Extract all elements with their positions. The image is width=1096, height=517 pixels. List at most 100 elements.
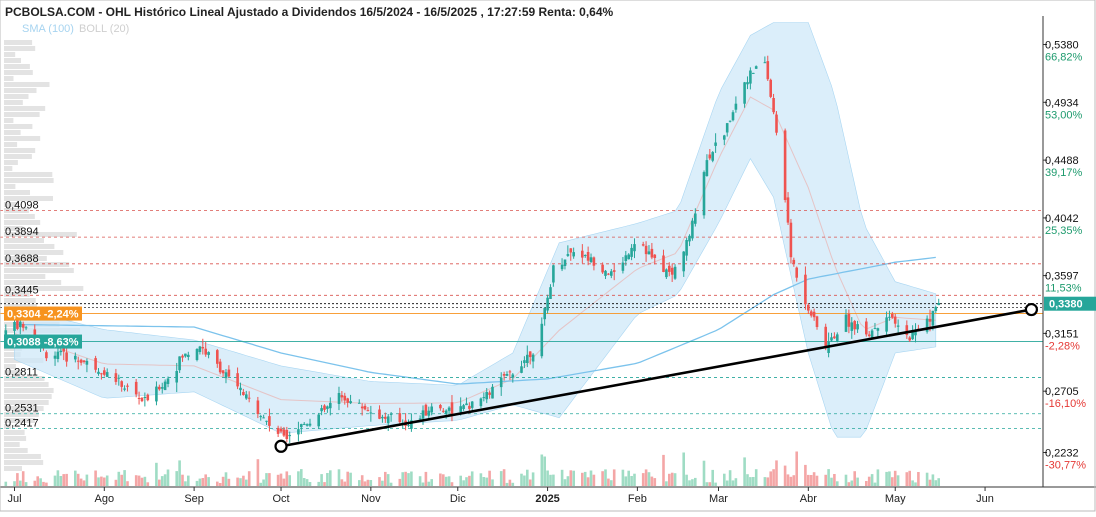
candle-body — [378, 409, 381, 419]
volume-bar — [320, 474, 323, 486]
level-label: 0,4098 — [5, 200, 39, 212]
candle-body — [725, 123, 729, 133]
candle-body — [540, 323, 544, 357]
volume-bar — [708, 482, 712, 486]
volume-bar — [218, 483, 222, 486]
volume-profile-bar — [4, 400, 49, 405]
volume-bar — [103, 477, 106, 486]
candle-body — [195, 349, 199, 360]
volume-profile-bar — [4, 160, 18, 165]
volume-bar — [905, 472, 909, 486]
volume-bar — [42, 481, 45, 486]
volume-bar — [184, 481, 187, 486]
candle-body — [227, 369, 231, 377]
candle-body — [807, 304, 810, 311]
volume-bar — [581, 472, 584, 486]
candle-body — [928, 318, 932, 322]
volume-bar — [302, 478, 306, 486]
volume-bar — [914, 482, 917, 486]
time-tick-label: May — [885, 493, 906, 505]
candle-body — [427, 410, 431, 416]
candle-body — [809, 311, 813, 316]
volume-bar — [242, 475, 245, 486]
candle-body — [462, 405, 465, 409]
volume-bar — [807, 474, 810, 486]
volume-bar — [589, 470, 593, 486]
trendline[interactable] — [274, 302, 1039, 453]
volume-bar — [459, 475, 462, 486]
volume-bar — [688, 480, 691, 486]
volume-profile-bar — [4, 40, 33, 45]
candle-body — [911, 330, 914, 340]
volume-bar — [725, 480, 729, 486]
volume-bar — [891, 477, 894, 486]
volume-bar — [711, 469, 714, 486]
volume-bar — [865, 481, 868, 486]
time-tick-label: Oct — [272, 493, 289, 505]
volume-bar — [285, 471, 289, 486]
volume-bar — [937, 478, 940, 486]
candle-body — [358, 402, 361, 404]
volume-profile-bar — [4, 460, 44, 465]
candle-body — [285, 430, 289, 439]
volume-bar — [56, 470, 60, 486]
volume-bar — [45, 482, 48, 486]
volume-bar — [665, 481, 668, 486]
candle-body — [754, 66, 758, 69]
volume-bar — [827, 469, 830, 486]
volume-bar — [786, 474, 790, 486]
volume-profile-bar — [4, 388, 54, 393]
price-tick-pct: 66,82% — [1045, 52, 1083, 64]
volume-bar — [4, 481, 8, 486]
volume-profile-bar — [4, 166, 13, 171]
volume-bar — [117, 471, 121, 486]
price-tick-label: 0,3597 — [1045, 271, 1079, 283]
candle-body — [181, 355, 184, 358]
candle-body — [279, 428, 283, 432]
volume-bar — [491, 479, 494, 486]
candle-body — [201, 347, 205, 349]
volume-bar — [876, 469, 880, 486]
volume-bar — [323, 482, 326, 486]
candle-body — [337, 393, 341, 404]
volume-bar — [552, 474, 555, 486]
candle-body — [33, 329, 37, 339]
candle-body — [934, 307, 938, 311]
volume-bar — [650, 476, 654, 486]
volume-bar — [836, 481, 839, 486]
volume-bar — [24, 482, 28, 486]
candle-body — [262, 417, 265, 419]
candle-body — [604, 270, 607, 276]
volume-bar — [404, 471, 407, 486]
candle-body — [850, 322, 854, 331]
time-tick-label: Nov — [361, 493, 381, 505]
volume-bar — [288, 475, 291, 486]
tag-label: 0,3304 -2,24% — [7, 309, 79, 321]
volume-bar — [427, 481, 431, 486]
candle-body — [24, 327, 28, 329]
bollinger-band-area — [14, 22, 937, 438]
tag-box — [4, 334, 82, 349]
candle-body — [876, 328, 880, 331]
candle-body — [546, 297, 549, 311]
candle-body — [143, 397, 147, 398]
candle-body — [581, 250, 584, 258]
volume-bar — [85, 474, 89, 486]
candle-body — [204, 348, 207, 355]
volume-bar — [126, 481, 129, 486]
volume-bar — [308, 482, 312, 486]
price-tick-label: 0,4042 — [1045, 213, 1079, 225]
volume-bar — [870, 474, 874, 486]
volume-bar — [893, 470, 897, 486]
candle-body — [216, 350, 219, 364]
candle-body — [4, 330, 8, 335]
volume-bar — [97, 477, 100, 486]
volume-bar — [401, 472, 404, 486]
volume-bar — [207, 477, 210, 486]
volume-bar — [76, 473, 80, 486]
volume-bar — [216, 481, 219, 486]
volume-bar — [16, 473, 19, 486]
candle-body — [714, 142, 717, 146]
volume-bar — [723, 473, 726, 486]
